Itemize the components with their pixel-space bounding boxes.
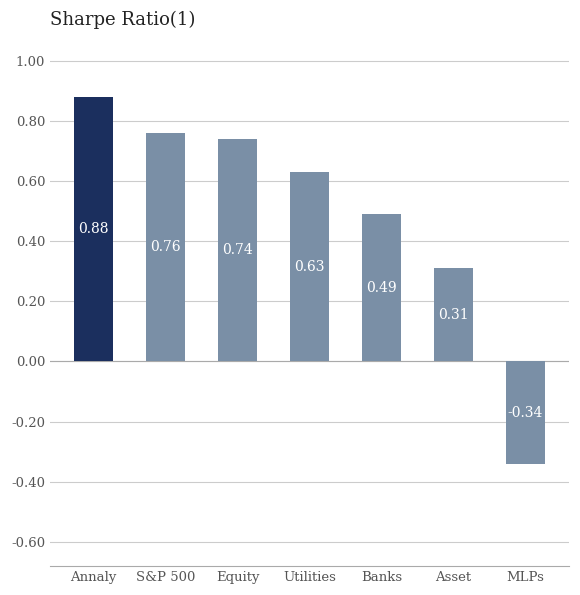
Text: 0.88: 0.88 (78, 222, 108, 236)
Bar (218, 139, 258, 361)
Text: 0.63: 0.63 (294, 259, 325, 274)
Text: -0.34: -0.34 (508, 406, 543, 419)
Bar (362, 214, 401, 361)
Bar (506, 361, 545, 464)
Bar (146, 133, 185, 361)
Text: 0.49: 0.49 (366, 281, 397, 295)
Text: 0.31: 0.31 (438, 308, 469, 322)
Text: 0.76: 0.76 (150, 240, 181, 254)
Text: 0.74: 0.74 (222, 243, 253, 257)
Bar (289, 172, 329, 361)
Bar (74, 96, 113, 361)
Bar (434, 268, 473, 361)
Text: Sharpe Ratio(1): Sharpe Ratio(1) (50, 11, 195, 29)
